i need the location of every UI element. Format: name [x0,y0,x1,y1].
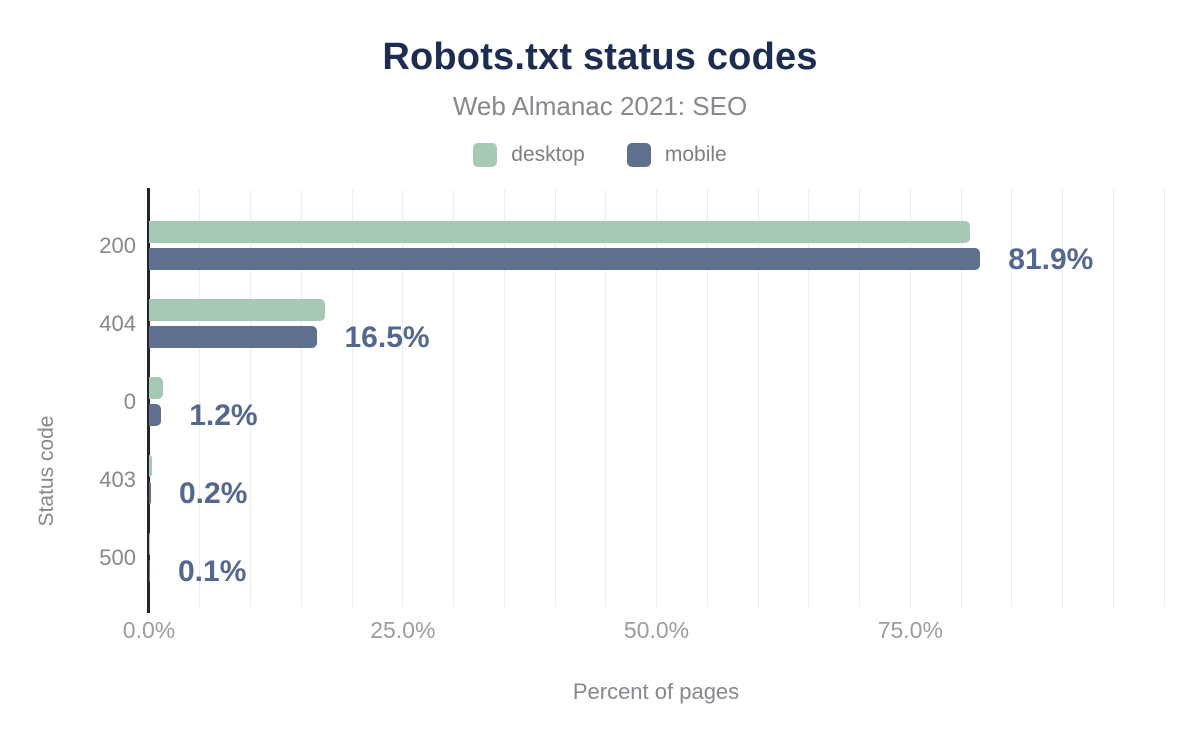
bar-desktop-200[interactable] [149,221,971,243]
gridline [757,190,759,607]
gridline [503,190,505,607]
y-tick-0: 0 [123,388,136,414]
y-tick-403: 403 [99,466,136,492]
value-label-500: 0.1% [178,554,247,588]
value-label-404: 16.5% [344,320,430,354]
bar-desktop-404[interactable] [149,299,325,321]
gridline [300,190,302,607]
gridline [656,190,657,607]
y-tick-500: 500 [99,544,136,570]
legend-swatch-desktop [473,143,498,167]
gridline [960,190,962,607]
gridline [199,190,201,607]
gridline [808,190,810,607]
y-axis-line [147,188,150,613]
legend-swatch-mobile [626,143,651,167]
legend-item-mobile[interactable]: mobile [626,143,727,167]
bar-mobile-404[interactable] [149,326,317,348]
gridline [1112,190,1114,607]
legend-item-desktop[interactable]: desktop [473,143,585,167]
gridline [250,190,251,607]
bar-mobile-500[interactable] [149,560,150,582]
legend: desktop mobile [0,143,1200,167]
y-tick-404: 404 [99,310,136,336]
chart-subtitle: Web Almanac 2021: SEO [452,91,748,121]
chart-title: Robots.txt status codes [382,36,818,78]
gridline [402,190,404,607]
bar-mobile-0[interactable] [149,404,162,426]
bar-mobile-403[interactable] [149,482,151,504]
x-axis-title: Percent of pages [572,679,740,704]
x-tick-0: 0.0% [122,617,176,643]
y-tick-200: 200 [99,232,136,258]
gridline [453,190,454,607]
gridline [605,190,607,607]
gridline [1011,190,1013,607]
bar-desktop-403[interactable] [149,455,152,477]
x-tick-50: 50.0% [623,617,690,643]
gridline [909,190,911,607]
legend-label-desktop: desktop [511,143,585,166]
gridline [1163,190,1165,607]
gridline [859,190,860,607]
legend-label-mobile: mobile [664,143,727,166]
value-label-0: 1.2% [189,398,258,432]
gridline [554,190,556,607]
gridline [351,190,353,607]
value-label-200: 81.9% [1008,242,1094,276]
x-tick-25: 25.0% [370,617,436,643]
bar-desktop-0[interactable] [149,377,164,399]
bar-mobile-200[interactable] [149,248,981,270]
bar-desktop-500[interactable] [149,533,150,555]
gridline [706,190,708,607]
gridline [1062,190,1063,607]
x-tick-75: 75.0% [877,617,943,643]
value-label-403: 0.2% [179,476,248,510]
